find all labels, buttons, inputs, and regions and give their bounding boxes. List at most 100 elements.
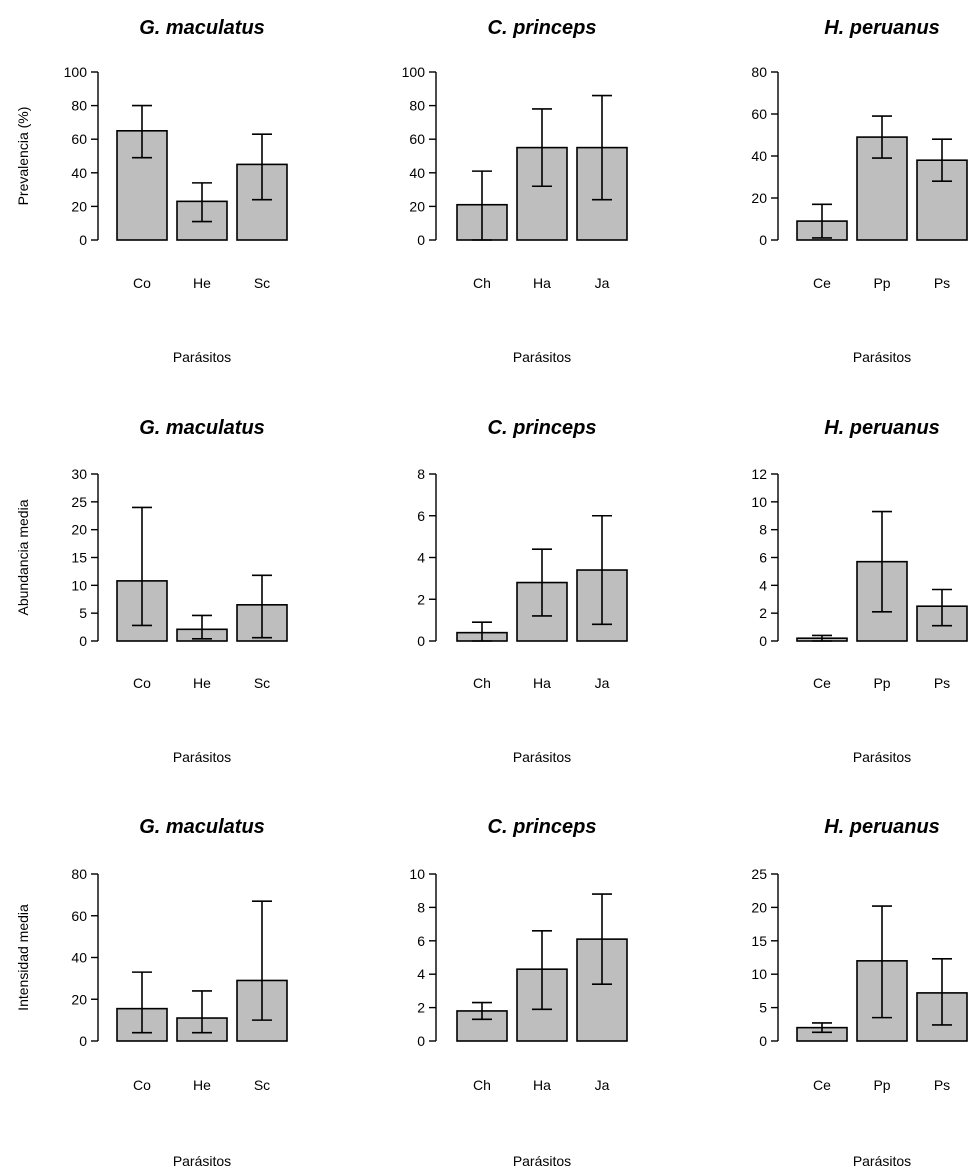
y-tick-label: 60 <box>409 131 425 147</box>
y-tick-label: 80 <box>751 64 767 80</box>
y-tick-label: 20 <box>71 991 87 1007</box>
y-tick-label: 60 <box>71 131 87 147</box>
panel-2: C. princeps 0 20 40 60 80 100 Ch Ha Ja Parásitos <box>402 17 628 365</box>
x-tick-label: Co <box>133 1077 151 1093</box>
x-axis-label: Parásitos <box>513 749 571 765</box>
y-tick-label: 12 <box>751 466 767 482</box>
y-tick-label: 25 <box>751 866 767 882</box>
x-axis-label: Parásitos <box>173 749 231 765</box>
y-axis-label: Abundancia media <box>15 499 31 615</box>
x-tick-label: Ce <box>813 675 831 691</box>
y-tick-label: 0 <box>417 232 425 248</box>
y-tick-label: 4 <box>417 550 425 566</box>
x-tick-label: Ja <box>595 275 610 291</box>
x-tick-label: Ha <box>533 675 551 691</box>
y-axis-label: Prevalencia (%) <box>15 107 31 206</box>
x-tick-label: Ch <box>473 275 491 291</box>
x-tick-label: Ch <box>473 675 491 691</box>
y-tick-label: 6 <box>759 550 767 566</box>
y-tick-label: 0 <box>79 1033 87 1049</box>
x-tick-label: He <box>193 675 211 691</box>
x-axis-label: Parásitos <box>853 749 911 765</box>
y-tick-label: 40 <box>71 165 87 181</box>
y-tick-label: 0 <box>79 232 87 248</box>
y-tick-label: 8 <box>759 522 767 538</box>
panel-6: H. peruanus 0 2 4 6 8 10 12 Ce Pp Ps Parásitos <box>751 417 968 765</box>
y-tick-label: 40 <box>409 165 425 181</box>
panel-title: H. peruanus <box>824 17 940 39</box>
x-tick-label: Ce <box>813 275 831 291</box>
y-tick-label: 0 <box>417 1033 425 1049</box>
y-tick-label: 20 <box>71 198 87 214</box>
y-tick-label: 0 <box>759 232 767 248</box>
y-tick-label: 0 <box>417 633 425 649</box>
y-tick-label: 6 <box>417 933 425 949</box>
x-axis-label: Parásitos <box>853 1153 911 1169</box>
y-tick-label: 40 <box>71 950 87 966</box>
panel-title: H. peruanus <box>824 816 940 838</box>
x-tick-label: Pp <box>873 1077 890 1093</box>
x-tick-label: He <box>193 275 211 291</box>
y-tick-label: 4 <box>417 966 425 982</box>
x-tick-label: Ps <box>934 275 950 291</box>
x-axis-label: Parásitos <box>853 349 911 365</box>
x-tick-label: Ce <box>813 1077 831 1093</box>
panel-3: H. peruanus 0 20 40 60 80 Ce Pp Ps Parásitos <box>751 17 968 365</box>
panel-7: G. maculatus 0 20 40 60 80 Intensidad media Co H… <box>15 816 288 1169</box>
panel-title: C. princeps <box>488 417 597 439</box>
panel-title: G. maculatus <box>139 417 265 439</box>
y-tick-label: 5 <box>759 1000 767 1016</box>
x-tick-label: Pp <box>873 275 890 291</box>
y-tick-label: 20 <box>71 522 87 538</box>
x-tick-label: He <box>193 1077 211 1093</box>
y-tick-label: 20 <box>751 899 767 915</box>
panel-title: G. maculatus <box>139 816 265 838</box>
x-axis-label: Parásitos <box>173 349 231 365</box>
x-tick-label: Co <box>133 275 151 291</box>
y-tick-label: 15 <box>71 550 87 566</box>
y-tick-label: 15 <box>751 933 767 949</box>
x-tick-label: Ps <box>934 1077 950 1093</box>
y-tick-label: 5 <box>79 605 87 621</box>
x-tick-label: Ha <box>533 1077 551 1093</box>
x-tick-label: Ja <box>595 1077 610 1093</box>
y-tick-label: 10 <box>409 866 425 882</box>
y-tick-label: 2 <box>417 1000 425 1016</box>
y-tick-label: 80 <box>71 866 87 882</box>
y-tick-label: 30 <box>71 466 87 482</box>
y-tick-label: 0 <box>79 633 87 649</box>
y-tick-label: 2 <box>417 591 425 607</box>
y-tick-label: 0 <box>759 1033 767 1049</box>
x-axis-label: Parásitos <box>173 1153 231 1169</box>
x-tick-label: Ja <box>595 675 610 691</box>
panel-1: G. maculatus 0 20 40 60 80 100 Prevalencia (%) C… <box>15 17 288 365</box>
x-tick-label: Sc <box>254 1077 270 1093</box>
x-tick-label: Ch <box>473 1077 491 1093</box>
y-tick-label: 20 <box>751 190 767 206</box>
y-tick-label: 2 <box>759 605 767 621</box>
y-tick-label: 80 <box>71 98 87 114</box>
y-tick-label: 80 <box>409 98 425 114</box>
y-tick-label: 10 <box>751 966 767 982</box>
y-tick-label: 10 <box>71 577 87 593</box>
panel-5: C. princeps 0 2 4 6 8 Ch Ha Ja Parásitos <box>417 417 628 765</box>
y-tick-label: 20 <box>409 198 425 214</box>
y-tick-label: 60 <box>751 106 767 122</box>
panel-title: H. peruanus <box>824 417 940 439</box>
panel-9: H. peruanus 0 5 10 15 20 25 Ce Pp Ps Parásitos <box>751 816 968 1169</box>
x-tick-label: Sc <box>254 275 270 291</box>
y-tick-label: 8 <box>417 899 425 915</box>
panel-title: C. princeps <box>488 17 597 39</box>
x-tick-label: Sc <box>254 675 270 691</box>
y-axis-label: Intensidad media <box>15 904 31 1011</box>
x-tick-label: Co <box>133 675 151 691</box>
y-tick-label: 10 <box>751 494 767 510</box>
x-tick-label: Ps <box>934 675 950 691</box>
x-axis-label: Parásitos <box>513 349 571 365</box>
y-tick-label: 6 <box>417 508 425 524</box>
y-tick-label: 0 <box>759 633 767 649</box>
x-tick-label: Ha <box>533 275 551 291</box>
panel-8: C. princeps 0 2 4 6 8 10 Ch Ha Ja Parásitos <box>409 816 628 1169</box>
y-tick-label: 4 <box>759 577 767 593</box>
